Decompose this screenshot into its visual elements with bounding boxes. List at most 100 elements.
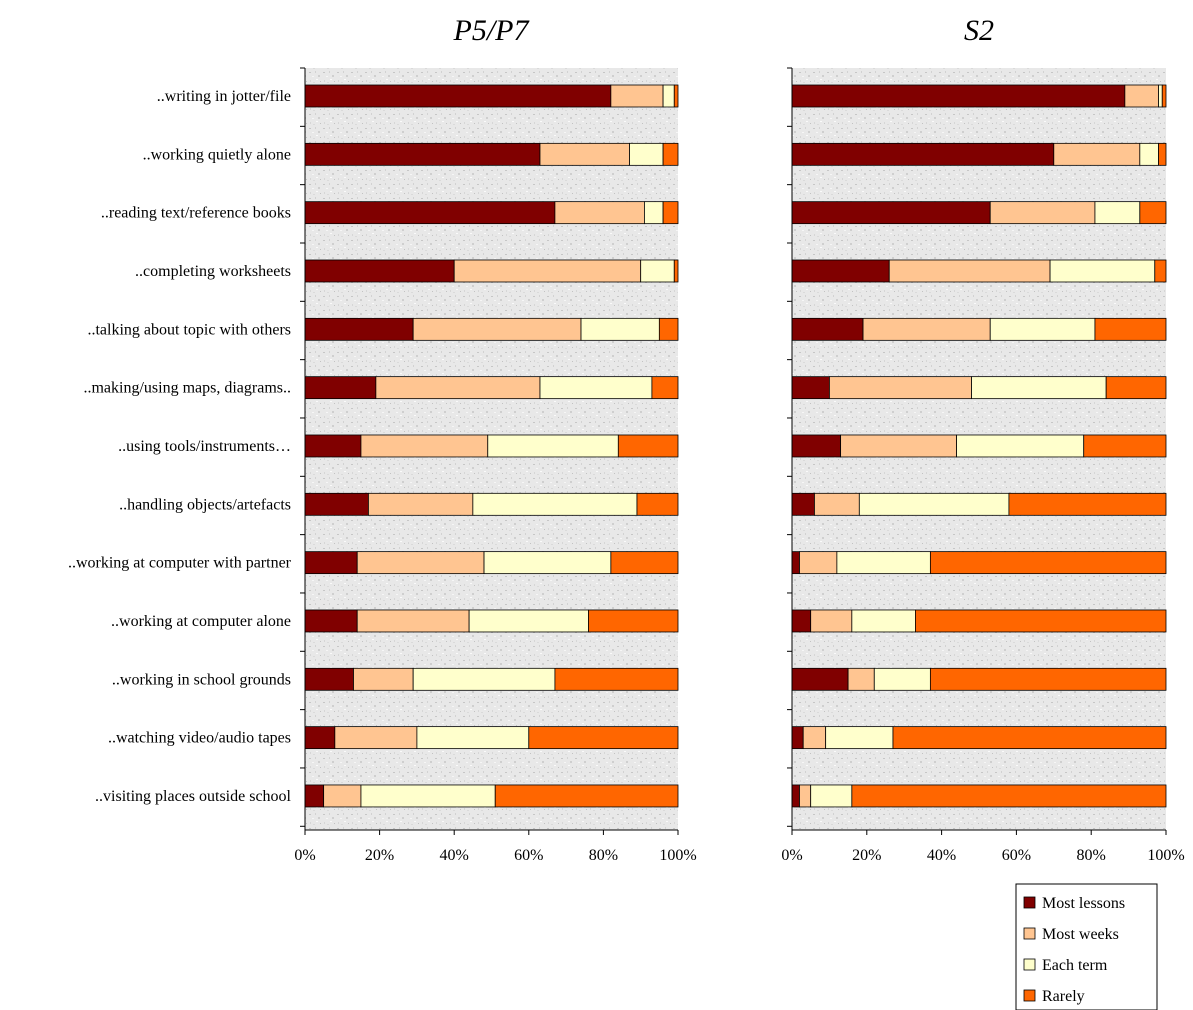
bar-each-term xyxy=(1049,259,1156,283)
bar-most-weeks xyxy=(802,726,827,750)
x-tick-label: 80% xyxy=(1077,847,1106,864)
bar-each-term xyxy=(487,434,619,458)
category-label: ..talking about topic with others xyxy=(87,321,291,338)
legend-swatch xyxy=(1023,958,1036,971)
bar-most-lessons xyxy=(791,667,849,691)
category-label: ..completing worksheets xyxy=(135,263,291,280)
bar-row-working-at-computer-alone xyxy=(304,609,679,633)
x-tick-labels: 0% 20% 40% 60% 80% 100% xyxy=(294,847,696,864)
bar-rarely xyxy=(1161,84,1167,108)
bar-most-lessons xyxy=(791,201,991,225)
x-tick-label: 100% xyxy=(659,847,696,864)
legend-label: Each term xyxy=(1042,957,1108,974)
bar-row-using-tools-instruments xyxy=(304,434,679,458)
bar-most-weeks xyxy=(368,492,474,516)
bar-rarely xyxy=(673,84,679,108)
legend-item-most-lessons: Most lessons xyxy=(1023,895,1125,912)
bar-most-lessons xyxy=(304,84,612,108)
category-label: ..watching video/audio tapes xyxy=(108,730,291,747)
bar-most-lessons xyxy=(304,551,358,575)
bar-rarely xyxy=(1139,201,1167,225)
x-tick-label: 40% xyxy=(927,847,956,864)
x-tick-label: 0% xyxy=(294,847,315,864)
bar-each-term xyxy=(468,609,589,633)
legend-label: Rarely xyxy=(1042,988,1085,1005)
bar-most-weeks xyxy=(539,142,630,166)
bar-most-lessons xyxy=(304,317,414,341)
x-tick-labels: 0% 20% 40% 60% 80% 100% xyxy=(781,847,1184,864)
legend: Most lessons Most weeks Each term Rarely xyxy=(1015,883,1158,1010)
bar-most-lessons xyxy=(791,609,812,633)
bar-each-term xyxy=(989,317,1096,341)
stacked-bars xyxy=(791,84,1167,808)
bar-row-working-quietly-alone xyxy=(791,142,1167,166)
bar-rarely xyxy=(915,609,1167,633)
bar-rarely xyxy=(588,609,679,633)
bar-row-working-at-computer-with-partner xyxy=(304,551,679,575)
legend-label: Most weeks xyxy=(1042,926,1119,943)
bar-most-lessons xyxy=(304,667,354,691)
chart-title: P5/P7 xyxy=(453,14,531,47)
x-tick-label: 20% xyxy=(365,847,394,864)
bar-most-weeks xyxy=(829,376,972,400)
bar-each-term xyxy=(640,259,675,283)
bar-rarely xyxy=(554,667,679,691)
bar-most-lessons xyxy=(791,726,804,750)
bar-most-lessons xyxy=(304,201,556,225)
bar-most-lessons xyxy=(791,492,815,516)
bar-row-visiting-places-outside-school xyxy=(791,784,1167,808)
stacked-bars xyxy=(304,84,679,808)
bar-most-lessons xyxy=(304,609,358,633)
bar-most-weeks xyxy=(360,434,489,458)
chart-p5-p7: P5/P7 ..writing in jotter/file ..working … xyxy=(68,14,697,864)
bar-most-weeks xyxy=(1124,84,1159,108)
bar-row-talking-about-topic-with-others xyxy=(791,317,1167,341)
category-label: ..writing in jotter/file xyxy=(157,88,291,105)
bar-most-weeks xyxy=(323,784,362,808)
x-tick-label: 40% xyxy=(440,847,469,864)
bar-row-visiting-places-outside-school xyxy=(304,784,679,808)
bar-most-weeks xyxy=(375,376,541,400)
category-labels: ..writing in jotter/file ..working quietl… xyxy=(68,88,292,805)
bar-rarely xyxy=(651,376,679,400)
bar-each-term xyxy=(580,317,660,341)
chart-s2: S2 0% 20% 40% 60% 80% 100% xyxy=(781,14,1184,864)
bar-row-making-using-maps-diagrams xyxy=(304,376,679,400)
bar-most-lessons xyxy=(791,84,1126,108)
bar-rarely xyxy=(528,726,679,750)
bar-rarely xyxy=(929,667,1167,691)
bar-most-lessons xyxy=(791,317,864,341)
bar-most-lessons xyxy=(791,784,800,808)
legend-box xyxy=(1015,883,1158,1010)
x-tick-label: 100% xyxy=(1147,847,1184,864)
legend-item-rarely: Rarely xyxy=(1023,988,1085,1005)
x-tick-label: 0% xyxy=(781,847,802,864)
bar-most-lessons xyxy=(304,434,362,458)
bar-rarely xyxy=(892,726,1167,750)
bar-most-weeks xyxy=(814,492,860,516)
bar-each-term xyxy=(858,492,1010,516)
legend-item-each-term: Each term xyxy=(1023,957,1108,974)
bar-row-watching-video-audio-tapes xyxy=(304,726,679,750)
bar-each-term xyxy=(851,609,916,633)
bar-rarely xyxy=(1083,434,1167,458)
bar-rarely xyxy=(1008,492,1167,516)
bar-most-weeks xyxy=(810,609,853,633)
bar-each-term xyxy=(472,492,638,516)
bar-most-weeks xyxy=(799,784,812,808)
bar-row-handling-objects-artefacts xyxy=(791,492,1167,516)
bar-most-lessons xyxy=(304,784,325,808)
bar-row-writing-in-jotter-file xyxy=(791,84,1167,108)
category-label: ..working quietly alone xyxy=(143,146,291,163)
axes xyxy=(787,67,1167,835)
bar-row-handling-objects-artefacts xyxy=(304,492,679,516)
bar-most-weeks xyxy=(356,551,485,575)
bar-most-weeks xyxy=(989,201,1096,225)
bar-each-term xyxy=(1094,201,1141,225)
bar-each-term xyxy=(629,142,664,166)
bar-rarely xyxy=(662,142,679,166)
bar-row-watching-video-audio-tapes xyxy=(791,726,1167,750)
bar-most-lessons xyxy=(791,551,800,575)
bar-each-term xyxy=(662,84,675,108)
x-tick-label: 60% xyxy=(1002,847,1031,864)
